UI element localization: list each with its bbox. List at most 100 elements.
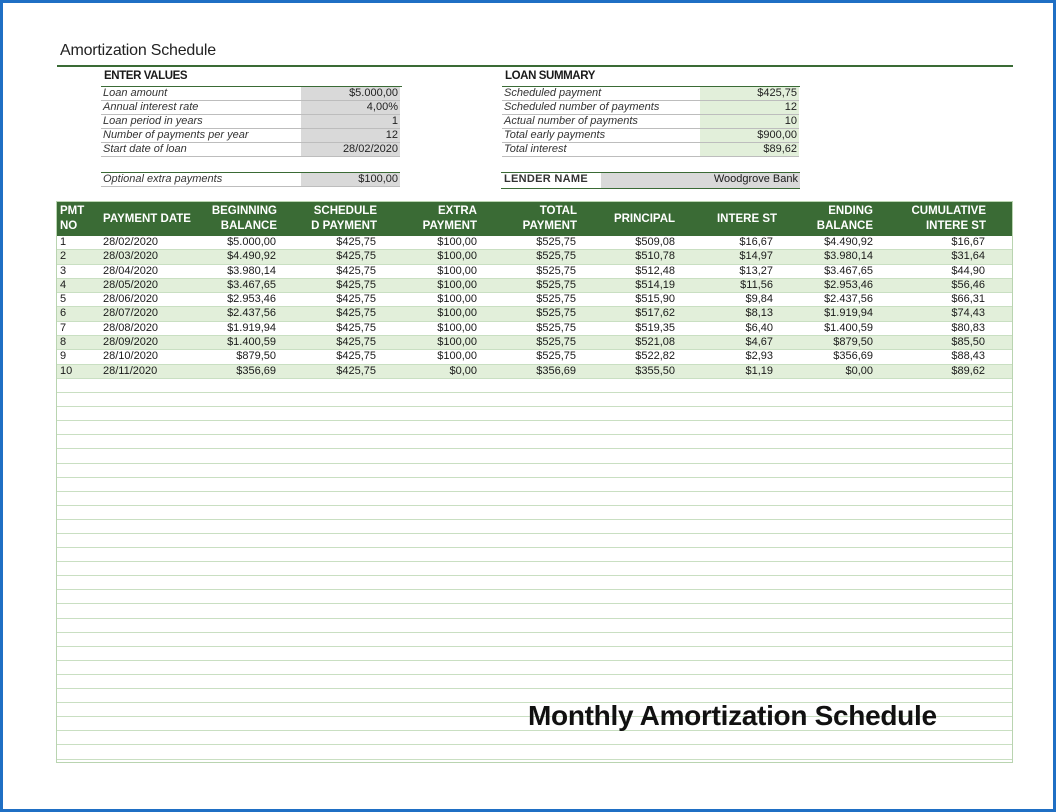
enter-value-row: Start date of loan 28/02/2020: [101, 143, 400, 157]
summary-row: Total interest $89,62: [502, 143, 799, 157]
cell-principal: $355,50: [635, 364, 675, 377]
cell-interest: $11,56: [740, 278, 773, 291]
cell-principal: $515,90: [635, 293, 675, 306]
cell-scheduled-payment: $425,75: [336, 307, 376, 320]
cell-pmt-no: 6: [60, 307, 67, 320]
summary-row: Total early payments $900,00: [502, 129, 799, 143]
cell-beginning-balance: $3.467,65: [227, 278, 276, 291]
enter-value-label: Number of payments per year: [101, 129, 301, 143]
cell-extra-payment: $100,00: [437, 307, 477, 320]
cell-cumulative-interest: $80,83: [951, 321, 985, 334]
interest-rate-input[interactable]: 4,00%: [301, 101, 400, 115]
col-header-total-payment: TOTAL PAYMENT: [522, 205, 577, 232]
table-row: 3 28/04/2020 $3.980,14 $425,75 $100,00 $…: [57, 265, 1012, 279]
cell-ending-balance: $3.980,14: [824, 250, 873, 263]
title-divider: [57, 65, 1013, 67]
cell-extra-payment: $100,00: [437, 350, 477, 363]
cell-total-payment: $525,75: [536, 236, 576, 248]
extra-payment-row: Optional extra payments $100,00: [101, 172, 400, 187]
empty-grid-row: [57, 703, 1012, 718]
enter-value-row: Number of payments per year 12: [101, 129, 400, 143]
table-row: 9 28/10/2020 $879,50 $425,75 $100,00 $52…: [57, 350, 1012, 365]
empty-grid-row: [57, 435, 1012, 450]
extra-payment-input[interactable]: $100,00: [301, 173, 400, 187]
cell-payment-date: 28/11/2020: [103, 364, 158, 377]
empty-grid-row: [57, 534, 1012, 549]
cell-total-payment: $525,75: [536, 307, 576, 320]
cell-ending-balance: $3.467,65: [824, 264, 873, 277]
col-header-principal: PRINCIPAL: [613, 212, 676, 225]
cell-pmt-no: 10: [60, 364, 73, 377]
cell-cumulative-interest: $56,46: [951, 278, 985, 291]
cell-payment-date: 28/09/2020: [103, 336, 159, 349]
table-row: 1 28/02/2020 $5.000,00 $425,75 $100,00 $…: [57, 236, 1012, 251]
summary-label: Total interest: [502, 143, 700, 157]
summary-label: Scheduled payment: [502, 87, 700, 101]
cell-extra-payment: $100,00: [437, 278, 477, 291]
cell-ending-balance: $4.490,92: [824, 236, 873, 248]
table-row: 10 28/11/2020 $356,69 $425,75 $0,00 $356…: [57, 364, 1012, 379]
empty-grid-row: [57, 661, 1012, 675]
cell-total-payment: $525,75: [536, 321, 576, 334]
cell-interest: $8,13: [745, 307, 773, 320]
cell-ending-balance: $1.919,94: [824, 307, 873, 320]
cell-beginning-balance: $1.919,94: [227, 321, 276, 334]
cell-cumulative-interest: $44,90: [951, 264, 985, 277]
col-header-pmt-no: PMT NO: [60, 205, 85, 232]
empty-grid-row: [57, 590, 1012, 605]
loan-amount-input[interactable]: $5.000,00: [301, 87, 400, 101]
cell-cumulative-interest: $16,67: [951, 236, 985, 248]
summary-value: $89,62: [700, 143, 799, 157]
table-body: 1 28/02/2020 $5.000,00 $425,75 $100,00 $…: [57, 236, 1012, 760]
cell-beginning-balance: $3.980,14: [227, 264, 276, 277]
cell-scheduled-payment: $425,75: [336, 236, 376, 248]
cell-principal: $522,82: [635, 350, 675, 363]
enter-value-row: Loan period in years 1: [101, 115, 400, 129]
summary-label: Total early payments: [502, 129, 700, 143]
cell-pmt-no: 3: [60, 264, 67, 277]
cell-cumulative-interest: $31,64: [951, 250, 985, 263]
empty-grid-row: [57, 421, 1012, 436]
summary-label: Scheduled number of payments: [502, 101, 700, 115]
empty-grid-row: [57, 464, 1012, 478]
summary-row: Actual number of payments 10: [502, 115, 799, 129]
payments-per-year-input[interactable]: 12: [301, 129, 400, 143]
cell-cumulative-interest: $88,43: [951, 350, 985, 363]
summary-value: $900,00: [700, 129, 799, 143]
cell-beginning-balance: $2.953,46: [227, 293, 276, 306]
cell-interest: $16,67: [739, 236, 773, 248]
cell-interest: $9,84: [745, 293, 773, 306]
col-header-cumulative-interest: CUMULATIVE INTERE ST: [911, 205, 986, 232]
extra-payment-label: Optional extra payments: [101, 173, 301, 187]
empty-grid-row: [57, 478, 1012, 492]
empty-grid-row: [57, 731, 1012, 746]
cell-payment-date: 28/03/2020: [103, 250, 159, 263]
lender-name-input[interactable]: Woodgrove Bank: [601, 173, 800, 188]
cell-interest: $4,67: [745, 336, 773, 349]
empty-grid-row: [57, 562, 1012, 577]
col-header-beginning-balance: BEGINNING BALANCE: [211, 205, 277, 232]
loan-period-input[interactable]: 1: [301, 115, 400, 129]
cell-interest: $13,27: [739, 264, 773, 277]
summary-value: 10: [700, 115, 799, 129]
cell-scheduled-payment: $425,75: [336, 264, 376, 277]
table-row: 5 28/06/2020 $2.953,46 $425,75 $100,00 $…: [57, 293, 1012, 308]
cell-cumulative-interest: $74,43: [951, 307, 985, 320]
empty-grid-row: [57, 506, 1012, 520]
table-row: 2 28/03/2020 $4.490,92 $425,75 $100,00 $…: [57, 250, 1012, 265]
start-date-input[interactable]: 28/02/2020: [301, 143, 400, 157]
summary-row: Scheduled payment $425,75: [502, 87, 799, 101]
col-header-ending-balance: ENDING BALANCE: [816, 205, 873, 232]
empty-grid-row: [57, 492, 1012, 506]
empty-rows: [57, 379, 1012, 760]
empty-grid-row: [57, 379, 1012, 394]
loan-summary-divider: [502, 86, 800, 87]
cell-payment-date: 28/04/2020: [103, 264, 159, 277]
cell-total-payment: $525,75: [536, 250, 576, 263]
cell-principal: $514,19: [635, 278, 675, 291]
empty-grid-row: [57, 449, 1012, 464]
table-row: 8 28/09/2020 $1.400,59 $425,75 $100,00 $…: [57, 336, 1012, 351]
cell-total-payment: $525,75: [536, 278, 576, 291]
cell-ending-balance: $2.437,56: [824, 293, 873, 306]
